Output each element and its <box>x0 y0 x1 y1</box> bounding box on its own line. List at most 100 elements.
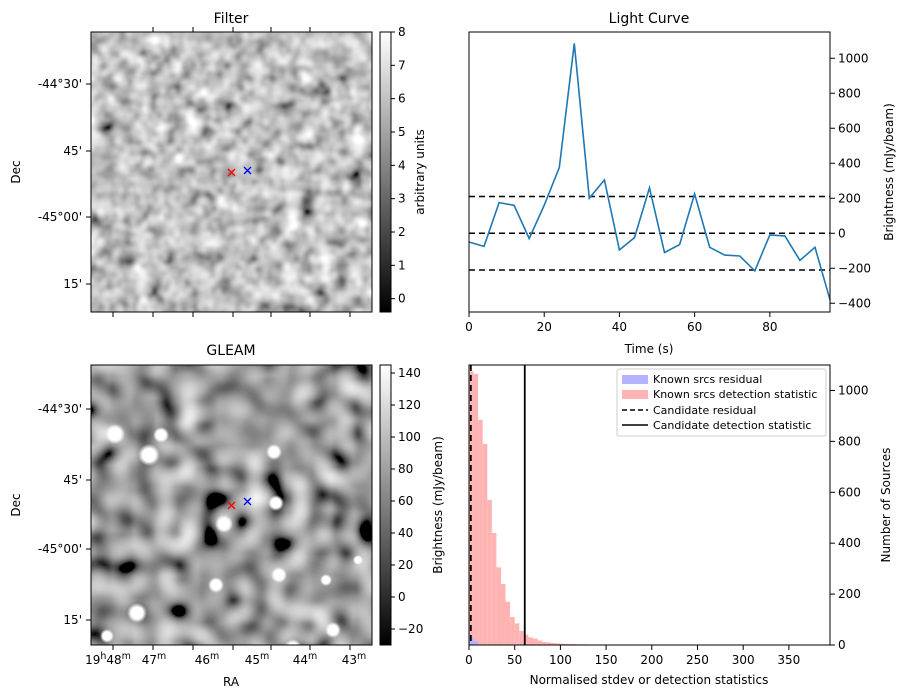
gleam-xlabel: RA <box>223 675 240 689</box>
filter-yticks: -44°30' 45' -45°00' 15' <box>38 77 91 291</box>
histogram-bar <box>537 640 543 645</box>
colorbar-tick-label: 8 <box>398 25 406 39</box>
gleam-colorbar <box>379 364 392 646</box>
histogram-bar <box>473 641 479 645</box>
histogram-bar <box>532 638 538 645</box>
light-curve-ytick-label: 400 <box>838 156 861 170</box>
histogram-ytick-label: 800 <box>838 434 861 448</box>
histogram-ylabel: Number of Sources <box>879 448 893 563</box>
histogram-bar <box>569 643 575 645</box>
histogram-bar <box>487 499 492 645</box>
gleam-xtick-label: 43m <box>342 651 367 667</box>
histogram-bar <box>473 373 479 645</box>
colorbar-tick-label: 140 <box>398 366 421 380</box>
colorbar-tick-label: 40 <box>398 526 413 540</box>
light-curve-ytick-label: 1000 <box>838 51 869 65</box>
light-curve-title: Light Curve <box>609 11 690 27</box>
gleam-ytick-label: -44°30' <box>38 402 82 416</box>
colorbar-tick-label: 100 <box>398 430 421 444</box>
filter-colorbar-ticks: 8 7 6 5 4 3 2 1 0 <box>391 25 406 306</box>
light-curve-ytick-label: 200 <box>838 191 861 205</box>
light-curve-xtick-label: 80 <box>762 320 777 334</box>
histogram-bar <box>482 443 488 645</box>
gleam-colorbar-label: Brightness (mJy/beam) <box>431 436 445 574</box>
filter-ytick-label: -44°30' <box>38 77 82 91</box>
light-curve-ylabel: Brightness (mJy/beam) <box>882 103 896 241</box>
colorbar-tick-label: 0 <box>398 590 406 604</box>
histogram-bar <box>491 533 497 645</box>
histogram-xtick-label: 150 <box>595 653 618 667</box>
histogram-bar <box>469 637 474 645</box>
gleam-ytick-label: 15' <box>63 613 82 627</box>
light-curve-frame <box>468 31 831 313</box>
histogram-xtick-label: 0 <box>465 653 473 667</box>
colorbar-tick-label: 80 <box>398 462 413 476</box>
histogram-bar <box>555 643 561 645</box>
light-curve-xlabel: Time (s) <box>624 342 674 356</box>
histogram-xtick-label: 100 <box>549 653 572 667</box>
light-curve-ytick-label: 600 <box>838 121 861 135</box>
gleam-xtick-label: 45m <box>245 651 270 667</box>
legend-label: Known srcs detection statistic <box>653 388 817 401</box>
histogram-legend: Known srcs residual Known srcs detection… <box>616 368 827 437</box>
light-curve-hlines <box>469 195 830 271</box>
gleam-frame <box>90 364 373 646</box>
gleam-ylabel: Dec <box>9 493 23 516</box>
gleam-title: GLEAM <box>206 343 255 359</box>
light-curve-ytick-label: 800 <box>838 86 861 100</box>
filter-ytick-label: 15' <box>63 277 82 291</box>
histogram-frame <box>468 364 831 646</box>
colorbar-tick-label: 6 <box>398 92 406 106</box>
light-curve-xtick-label: 0 <box>465 320 473 334</box>
histogram-xlabel: Normalised stdev or detection statistics <box>530 673 769 687</box>
histogram-ytick-label: 1000 <box>838 383 869 397</box>
colorbar-tick-label: 60 <box>398 494 413 508</box>
filter-red-marker <box>227 168 236 177</box>
gleam-blue-marker <box>243 497 252 506</box>
colorbar-tick-label: 7 <box>398 58 406 72</box>
light-curve-ytick-label: −200 <box>838 261 871 275</box>
legend-label: Candidate residual <box>653 404 756 417</box>
histogram-bar <box>496 567 501 645</box>
histogram-ytick-label: 600 <box>838 485 861 499</box>
histogram-bar <box>523 634 529 645</box>
gleam-xtick-label: 47m <box>142 651 167 667</box>
histogram-bar <box>542 641 547 645</box>
legend-swatch-residual <box>622 375 648 384</box>
filter-ytick-label: 45' <box>63 144 82 158</box>
histogram-yticks: 1000 800 600 400 200 0 <box>830 383 869 652</box>
light-curve-panel: Light Curve 0 20 40 60 80 1000 800 600 400 200 0 −… <box>465 11 896 356</box>
histogram-vlines <box>469 365 526 645</box>
gleam-colorbar-ticks: 140 120 100 80 60 40 20 0 −20 <box>391 366 423 636</box>
gleam-red-marker <box>227 501 236 510</box>
gleam-xticks: 19h48m 47m 46m 45m 44m 43m <box>85 645 366 667</box>
gleam-yticks: -44°30' 45' -45°00' 15' <box>38 402 91 627</box>
light-curve-series-line <box>468 43 831 301</box>
gleam-panel: GLEAM Dec RA -44°30' 45' -45°00' 15' 19h… <box>9 343 445 689</box>
histogram-xticks: 0 50 100 150 200 250 300 350 <box>465 645 800 667</box>
histogram-xtick-label: 250 <box>686 653 709 667</box>
light-curve-ytick-label: 0 <box>838 226 846 240</box>
legend-swatch-detection <box>622 390 648 399</box>
legend-box <box>616 368 827 437</box>
histogram-bar <box>564 643 570 645</box>
filter-colorbar-label: arbitrary units <box>413 129 427 215</box>
histogram-xtick-label: 350 <box>777 653 800 667</box>
colorbar-tick-label: 4 <box>398 158 406 172</box>
histogram-panel: 0 50 100 150 200 250 300 350 10008006004002000 … <box>465 364 893 687</box>
colorbar-tick-label: 20 <box>398 558 413 572</box>
filter-ylabel: Dec <box>9 160 23 183</box>
filter-title: Filter <box>214 11 249 27</box>
histogram-bar <box>510 617 515 645</box>
gleam-xtick-label: 19h48m <box>85 651 131 667</box>
gleam-ytick-label: -45°00' <box>38 542 82 556</box>
colorbar-tick-label: 5 <box>398 125 406 139</box>
histogram-bar <box>551 642 556 645</box>
filter-colorbar <box>379 31 392 313</box>
light-curve-ytick-label: −400 <box>838 296 871 310</box>
histogram-ytick-label: 200 <box>838 587 861 601</box>
filter-panel: Filter Dec -44°30' 45' -45°00' 15' <box>9 11 427 317</box>
light-curve-xtick-label: 20 <box>537 320 552 334</box>
colorbar-tick-label: 1 <box>398 258 406 272</box>
